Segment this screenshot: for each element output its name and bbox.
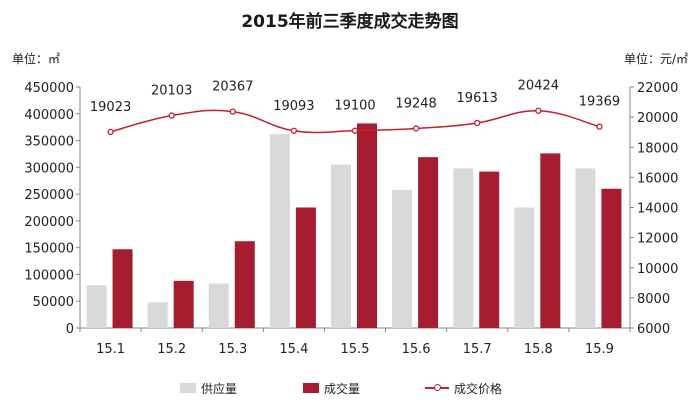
price-data-label: 19248 (395, 96, 436, 111)
bar-supply (147, 302, 168, 328)
left-tick-label: 350000 (24, 135, 74, 150)
price-point (351, 127, 359, 134)
price-data-label: 19100 (334, 99, 375, 114)
bar-volume (418, 157, 439, 328)
right-tick-label: 22000 (637, 81, 678, 96)
left-tick-label: 400000 (24, 108, 74, 123)
price-data-label: 19023 (90, 100, 131, 115)
bar-supply (86, 285, 107, 328)
bar-volume (173, 280, 194, 328)
bar-supply (514, 207, 535, 328)
left-tick-label: 150000 (24, 242, 74, 257)
left-tick-label: 200000 (24, 215, 74, 230)
legend-label-volume: 成交量 (324, 381, 361, 396)
left-tick-label: 450000 (24, 81, 74, 96)
legend: 供应量 成交量 成交价格 (0, 380, 700, 396)
bar-supply (575, 168, 596, 328)
x-tick-label: 15.5 (341, 342, 370, 357)
bar-volume (295, 207, 316, 328)
x-tick-label: 15.1 (96, 342, 125, 357)
bar-supply (453, 168, 474, 328)
right-tick-label: 6000 (637, 322, 670, 337)
legend-line-marker-price (425, 383, 449, 393)
left-tick-label: 300000 (24, 161, 74, 176)
chart-title: 2015年前三季度成交走势图 (241, 12, 459, 32)
right-tick-label: 20000 (637, 111, 678, 126)
price-point (168, 112, 175, 119)
x-tick-label: 15.6 (402, 342, 431, 357)
right-axis-unit: 单位：元/㎡ (623, 52, 688, 66)
price-point (290, 127, 298, 134)
left-tick-label: 250000 (24, 188, 74, 203)
bar-volume (357, 123, 377, 328)
price-data-label: 20424 (518, 79, 559, 94)
bar-supply (208, 283, 229, 328)
x-tick-label: 15.7 (463, 342, 492, 357)
price-point (412, 125, 420, 132)
legend-swatch-supply (180, 383, 196, 393)
left-tick-label: 50000 (33, 295, 74, 310)
x-tick-label: 15.4 (279, 342, 308, 357)
left-tick-label: 0 (66, 322, 74, 337)
price-data-label: 20367 (212, 80, 253, 95)
bar-supply (269, 134, 290, 328)
price-data-label: 19613 (457, 91, 498, 106)
x-tick-label: 15.3 (218, 342, 247, 357)
bar-volume (234, 241, 255, 328)
price-point (535, 107, 542, 114)
legend-label-price: 成交价格 (454, 381, 503, 396)
bar-volume (601, 188, 622, 328)
legend-item-supply: 供应量 (180, 380, 237, 396)
legend-swatch-volume (303, 383, 319, 393)
price-point (474, 119, 481, 127)
legend-item-volume: 成交量 (303, 380, 360, 396)
price-data-label: 20103 (151, 84, 192, 99)
x-tick-label: 15.8 (524, 342, 553, 357)
bar-supply (392, 189, 413, 328)
legend-label-supply: 供应量 (201, 381, 238, 396)
price-data-label: 19093 (273, 99, 314, 114)
bar-volume (540, 153, 561, 328)
left-axis-unit: 单位：㎡ (12, 52, 61, 66)
right-tick-label: 8000 (637, 292, 670, 307)
bar-volume (479, 171, 500, 328)
price-point (596, 123, 603, 130)
right-tick-label: 18000 (637, 141, 678, 156)
legend-item-price: 成交价格 (425, 380, 502, 396)
price-data-label: 19369 (579, 95, 620, 110)
x-tick-label: 15.2 (157, 342, 186, 357)
right-tick-label: 12000 (637, 232, 678, 247)
right-tick-label: 14000 (637, 202, 678, 217)
right-tick-label: 16000 (637, 171, 678, 186)
bar-volume (112, 249, 133, 328)
left-tick-label: 100000 (24, 268, 74, 283)
price-point (229, 108, 236, 115)
price-point (107, 128, 114, 135)
x-tick-label: 15.9 (585, 342, 614, 357)
right-tick-label: 10000 (637, 262, 678, 277)
bar-supply (331, 164, 351, 328)
